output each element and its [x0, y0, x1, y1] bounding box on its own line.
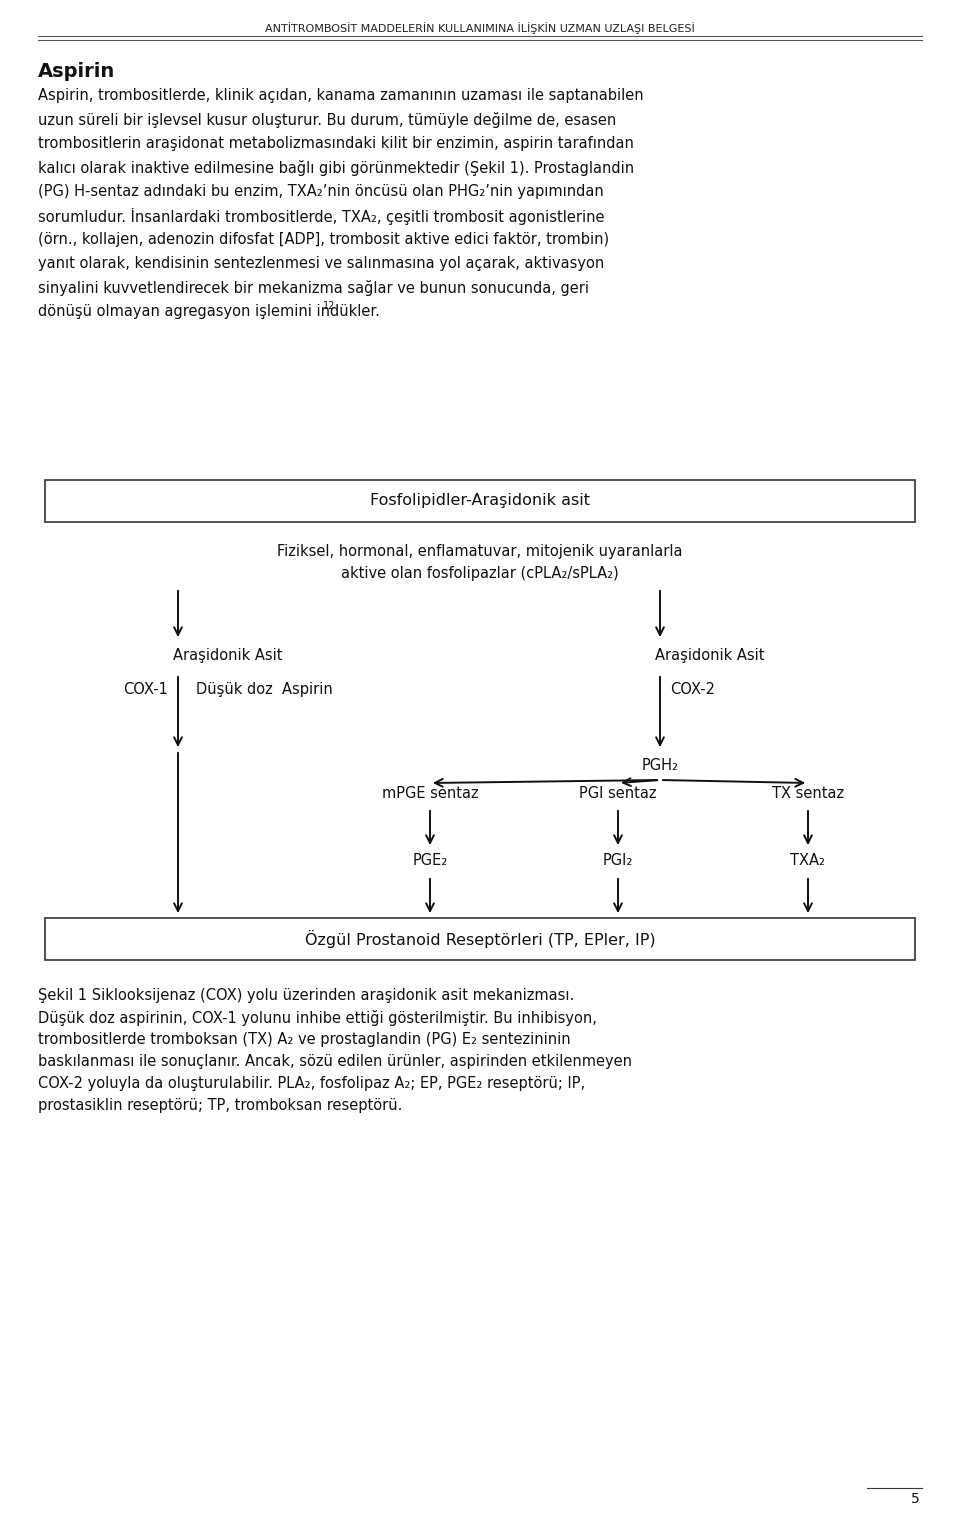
Text: COX-2: COX-2 [670, 681, 715, 696]
Text: trombositlerin araşidonat metabolizmasındaki kilit bir enzimin, aspirin tarafınd: trombositlerin araşidonat metabolizmasın… [326, 136, 922, 151]
Text: Özgül Prostanoid Reseptörleri (TP, EPler, IP): Özgül Prostanoid Reseptörleri (TP, EPler… [304, 930, 656, 948]
Text: Düşük doz aspirinin, COX-1 yolunu inhibe ettiği gösterilmiştir. Bu inhibisyon,: Düşük doz aspirinin, COX-1 yolunu inhibe… [38, 1010, 597, 1026]
Text: trombositlerde tromboksan (TX) A₂ ve prostaglandin (PG) E₂ sentezininin: trombositlerde tromboksan (TX) A₂ ve pro… [38, 1033, 570, 1048]
Text: PGE₂: PGE₂ [413, 852, 447, 868]
Text: baskılanması ile sonuçlanır. Ancak, sözü edilen ürünler, aspirinden etkilenmeyen: baskılanması ile sonuçlanır. Ancak, sözü… [38, 1054, 632, 1069]
Text: 5: 5 [911, 1491, 920, 1506]
Text: Aspirin, trombositlerde, klinik açıdan, kanama zamanının uzaması ile saptanabile: Aspirin, trombositlerde, klinik açıdan, … [317, 88, 922, 103]
Text: Fiziksel, hormonal, enflamatuvar, mitojenik uyaranlarla: Fiziksel, hormonal, enflamatuvar, mitoje… [277, 544, 683, 559]
Text: trombositlerin araşidonat metabolizmasındaki kilit bir enzimin, aspirin tarafınd: trombositlerin araşidonat metabolizmasın… [38, 136, 634, 151]
Text: Şekil 1 Siklooksijenaz (COX) yolu üzerinden araşidonik asit mekanizması.: Şekil 1 Siklooksijenaz (COX) yolu üzerin… [38, 989, 574, 1002]
Text: aktive olan fosfolipazlar (cPLA₂/sPLA₂): aktive olan fosfolipazlar (cPLA₂/sPLA₂) [341, 566, 619, 581]
Text: PGH₂: PGH₂ [642, 759, 679, 774]
Text: TX sentaz: TX sentaz [772, 786, 844, 801]
Text: Araşidonik Asit: Araşidonik Asit [655, 648, 764, 663]
Text: (örn., kollajen, adenozin difosfat [ADP], trombosit aktive edici faktör, trombin: (örn., kollajen, adenozin difosfat [ADP]… [38, 232, 610, 247]
Text: COX-2 yoluyla da oluşturulabilir. PLA₂, fosfolipaz A₂; EP, PGE₂ reseptörü; IP,: COX-2 yoluyla da oluşturulabilir. PLA₂, … [38, 1076, 586, 1092]
Text: mPGE sentaz: mPGE sentaz [382, 786, 478, 801]
Text: ANTİTROMBOSİT MADDELERİN KULLANIMINA İLİŞKİN UZMAN UZLAŞI BELGESİ: ANTİTROMBOSİT MADDELERİN KULLANIMINA İLİ… [265, 23, 695, 33]
Text: Aspirin: Aspirin [38, 62, 115, 82]
Text: Aspirin, trombositlerde, klinik açıdan, kanama zamanının uzaması ile saptanabile: Aspirin, trombositlerde, klinik açıdan, … [38, 88, 643, 103]
Text: (PG) H-sentaz adındaki bu enzim, TXA₂’nin öncüsü olan PHG₂’nin yapımından: (PG) H-sentaz adındaki bu enzim, TXA₂’ni… [38, 185, 604, 198]
Text: 12: 12 [323, 301, 335, 310]
Text: sorumludur. İnsanlardaki trombositlerde, TXA₂, çeşitli trombosit agonistlerine: sorumludur. İnsanlardaki trombositlerde,… [355, 207, 922, 226]
Text: Düşük doz  Aspirin: Düşük doz Aspirin [196, 681, 333, 696]
Text: (örn., kollajen, adenozin difosfat [ADP], trombosit aktive edici faktör, trombin: (örn., kollajen, adenozin difosfat [ADP]… [350, 232, 922, 247]
Text: kalıcı olarak inaktive edilmesine bağlı gibi görünmektedir (Şekil 1). Prostaglan: kalıcı olarak inaktive edilmesine bağlı … [325, 160, 922, 176]
Text: sinyalini kuvvetlendirecek bir mekanizma sağlar ve bunun sonucunda, geri: sinyalini kuvvetlendirecek bir mekanizma… [371, 280, 922, 297]
Text: (PG) H-sentaz adındaki bu enzim, TXA₂’nin öncüsü olan PHG₂’nin yapımından: (PG) H-sentaz adındaki bu enzim, TXA₂’ni… [356, 185, 922, 198]
Bar [45, 917, 915, 960]
Text: PGI₂: PGI₂ [603, 852, 634, 868]
Bar [45, 480, 915, 522]
Text: TXA₂: TXA₂ [790, 852, 826, 868]
Text: Fosfolipidler-Araşidonik asit: Fosfolipidler-Araşidonik asit [370, 494, 590, 509]
Text: PGI sentaz: PGI sentaz [579, 786, 657, 801]
Text: sorumludur. İnsanlardaki trombositlerde, TXA₂, çeşitli trombosit agonistlerine: sorumludur. İnsanlardaki trombositlerde,… [38, 207, 605, 226]
Text: yanıt olarak, kendisinin sentezlenmesi ve salınmasına yol açarak, aktivasyon: yanıt olarak, kendisinin sentezlenmesi v… [38, 256, 604, 271]
Text: sinyalini kuvvetlendirecek bir mekanizma sağlar ve bunun sonucunda, geri: sinyalini kuvvetlendirecek bir mekanizma… [38, 280, 589, 297]
Text: uzun süreli bir işlevsel kusur oluşturur. Bu durum, tümüyle değilme de, esasen: uzun süreli bir işlevsel kusur oluşturur… [344, 112, 922, 129]
Text: dönüşü olmayan agregasyon işlemini indükler.: dönüşü olmayan agregasyon işlemini indük… [38, 304, 380, 319]
Text: yanıt olarak, kendisinin sentezlenmesi ve salınmasına yol açarak, aktivasyon: yanıt olarak, kendisinin sentezlenmesi v… [356, 256, 922, 271]
Text: prostasiklin reseptörü; TP, tromboksan reseptörü.: prostasiklin reseptörü; TP, tromboksan r… [38, 1098, 402, 1113]
Text: Araşidonik Asit: Araşidonik Asit [173, 648, 282, 663]
Text: kalıcı olarak inaktive edilmesine bağlı gibi görünmektedir (Şekil 1). Prostaglan: kalıcı olarak inaktive edilmesine bağlı … [38, 160, 635, 176]
Text: COX-1: COX-1 [123, 681, 168, 696]
Text: uzun süreli bir işlevsel kusur oluşturur. Bu durum, tümüyle değilme de, esasen: uzun süreli bir işlevsel kusur oluşturur… [38, 112, 616, 129]
